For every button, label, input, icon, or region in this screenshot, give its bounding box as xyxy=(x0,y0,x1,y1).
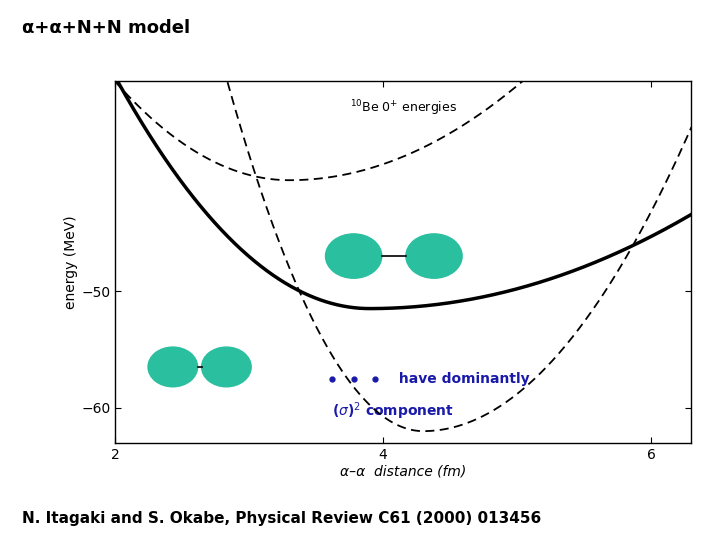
Text: N. Itagaki and S. Okabe, Physical Review C61 (2000) 013456: N. Itagaki and S. Okabe, Physical Review… xyxy=(22,511,541,526)
Text: $^{10}$Be 0$^{+}$ energies: $^{10}$Be 0$^{+}$ energies xyxy=(350,98,456,118)
Ellipse shape xyxy=(406,234,462,278)
Text: ($\sigma$)$^2$ component: ($\sigma$)$^2$ component xyxy=(332,401,454,422)
Y-axis label: energy (MeV): energy (MeV) xyxy=(64,215,78,309)
Ellipse shape xyxy=(325,234,382,278)
Ellipse shape xyxy=(202,347,251,387)
Ellipse shape xyxy=(148,347,197,387)
Text: have dominantly: have dominantly xyxy=(394,372,529,386)
X-axis label: α–α  distance (fm): α–α distance (fm) xyxy=(340,464,467,478)
Text: α+α+N+N model: α+α+N+N model xyxy=(22,19,190,37)
